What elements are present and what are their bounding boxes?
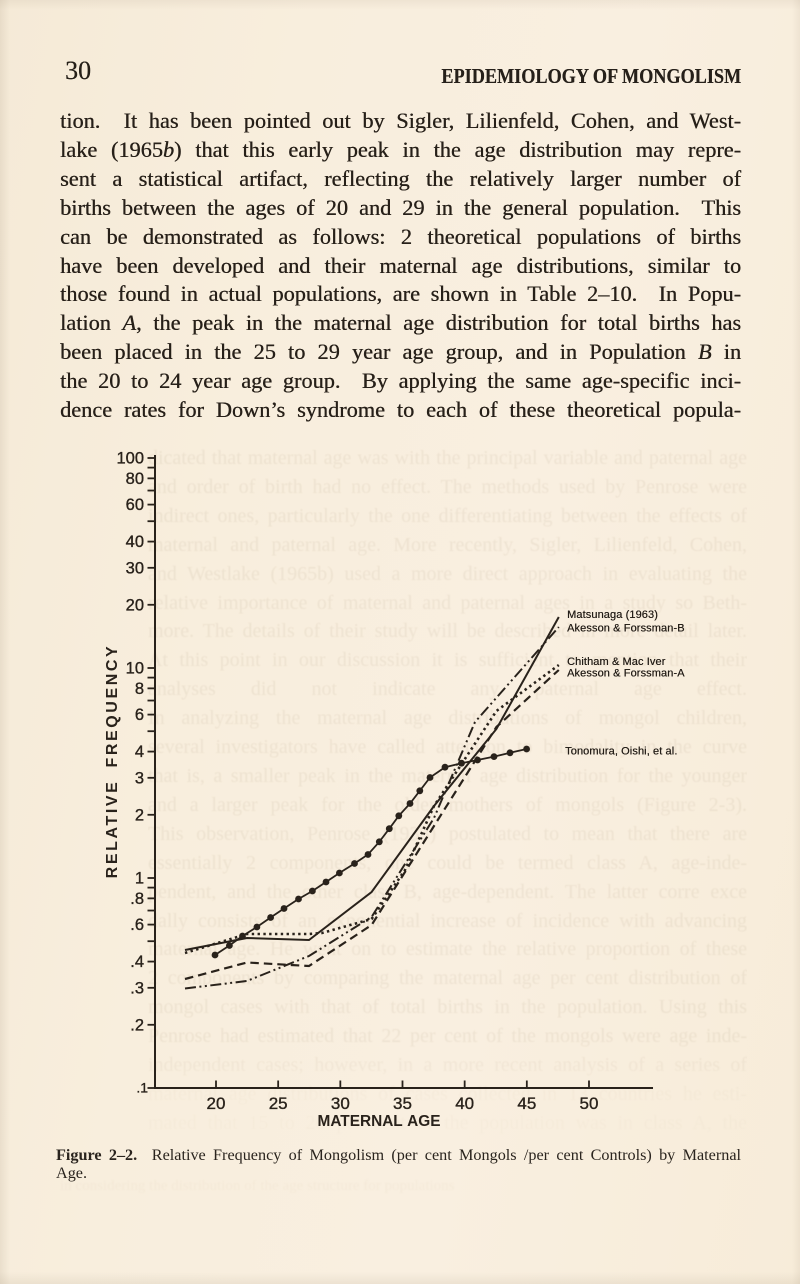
svg-text:.1: .1 — [136, 1080, 148, 1096]
svg-text:10: 10 — [126, 660, 144, 678]
svg-text:.3: .3 — [130, 979, 144, 997]
svg-text:6: 6 — [135, 706, 144, 724]
svg-text:Tonomura, Oishi, et al.: Tonomura, Oishi, et al. — [565, 746, 677, 758]
svg-text:100: 100 — [116, 450, 144, 468]
svg-text:Chitham & Mac Iver: Chitham & Mac Iver — [567, 656, 666, 668]
svg-text:30: 30 — [126, 559, 144, 577]
svg-text:45: 45 — [517, 1094, 536, 1113]
svg-text:20: 20 — [126, 596, 144, 614]
svg-text:50: 50 — [580, 1094, 599, 1113]
svg-text:MATERNAL AGE: MATERNAL AGE — [318, 1113, 441, 1130]
svg-text:40: 40 — [455, 1094, 474, 1113]
svg-text:.8: .8 — [130, 890, 144, 908]
svg-text:Akesson & Forssman-B: Akesson & Forssman-B — [567, 623, 685, 635]
svg-text:8: 8 — [135, 680, 144, 698]
svg-text:30: 30 — [331, 1094, 350, 1113]
svg-text:.4: .4 — [130, 953, 144, 971]
svg-text:.6: .6 — [130, 916, 144, 934]
svg-text:25: 25 — [269, 1094, 288, 1113]
svg-text:RELATIVE FREQUENCY: RELATIVE FREQUENCY — [104, 644, 121, 879]
svg-text:.2: .2 — [130, 1016, 144, 1034]
svg-text:Matsunaga (1963): Matsunaga (1963) — [567, 609, 658, 621]
svg-text:40: 40 — [126, 533, 144, 551]
svg-text:Akesson & Forssman-A: Akesson & Forssman-A — [567, 668, 685, 680]
svg-text:35: 35 — [393, 1094, 412, 1113]
svg-text:3: 3 — [135, 769, 144, 787]
svg-text:60: 60 — [126, 496, 144, 514]
svg-text:2: 2 — [135, 806, 144, 824]
svg-text:20: 20 — [207, 1094, 226, 1113]
svg-text:80: 80 — [126, 470, 144, 488]
svg-text:4: 4 — [135, 743, 144, 761]
svg-text:1: 1 — [135, 870, 144, 888]
